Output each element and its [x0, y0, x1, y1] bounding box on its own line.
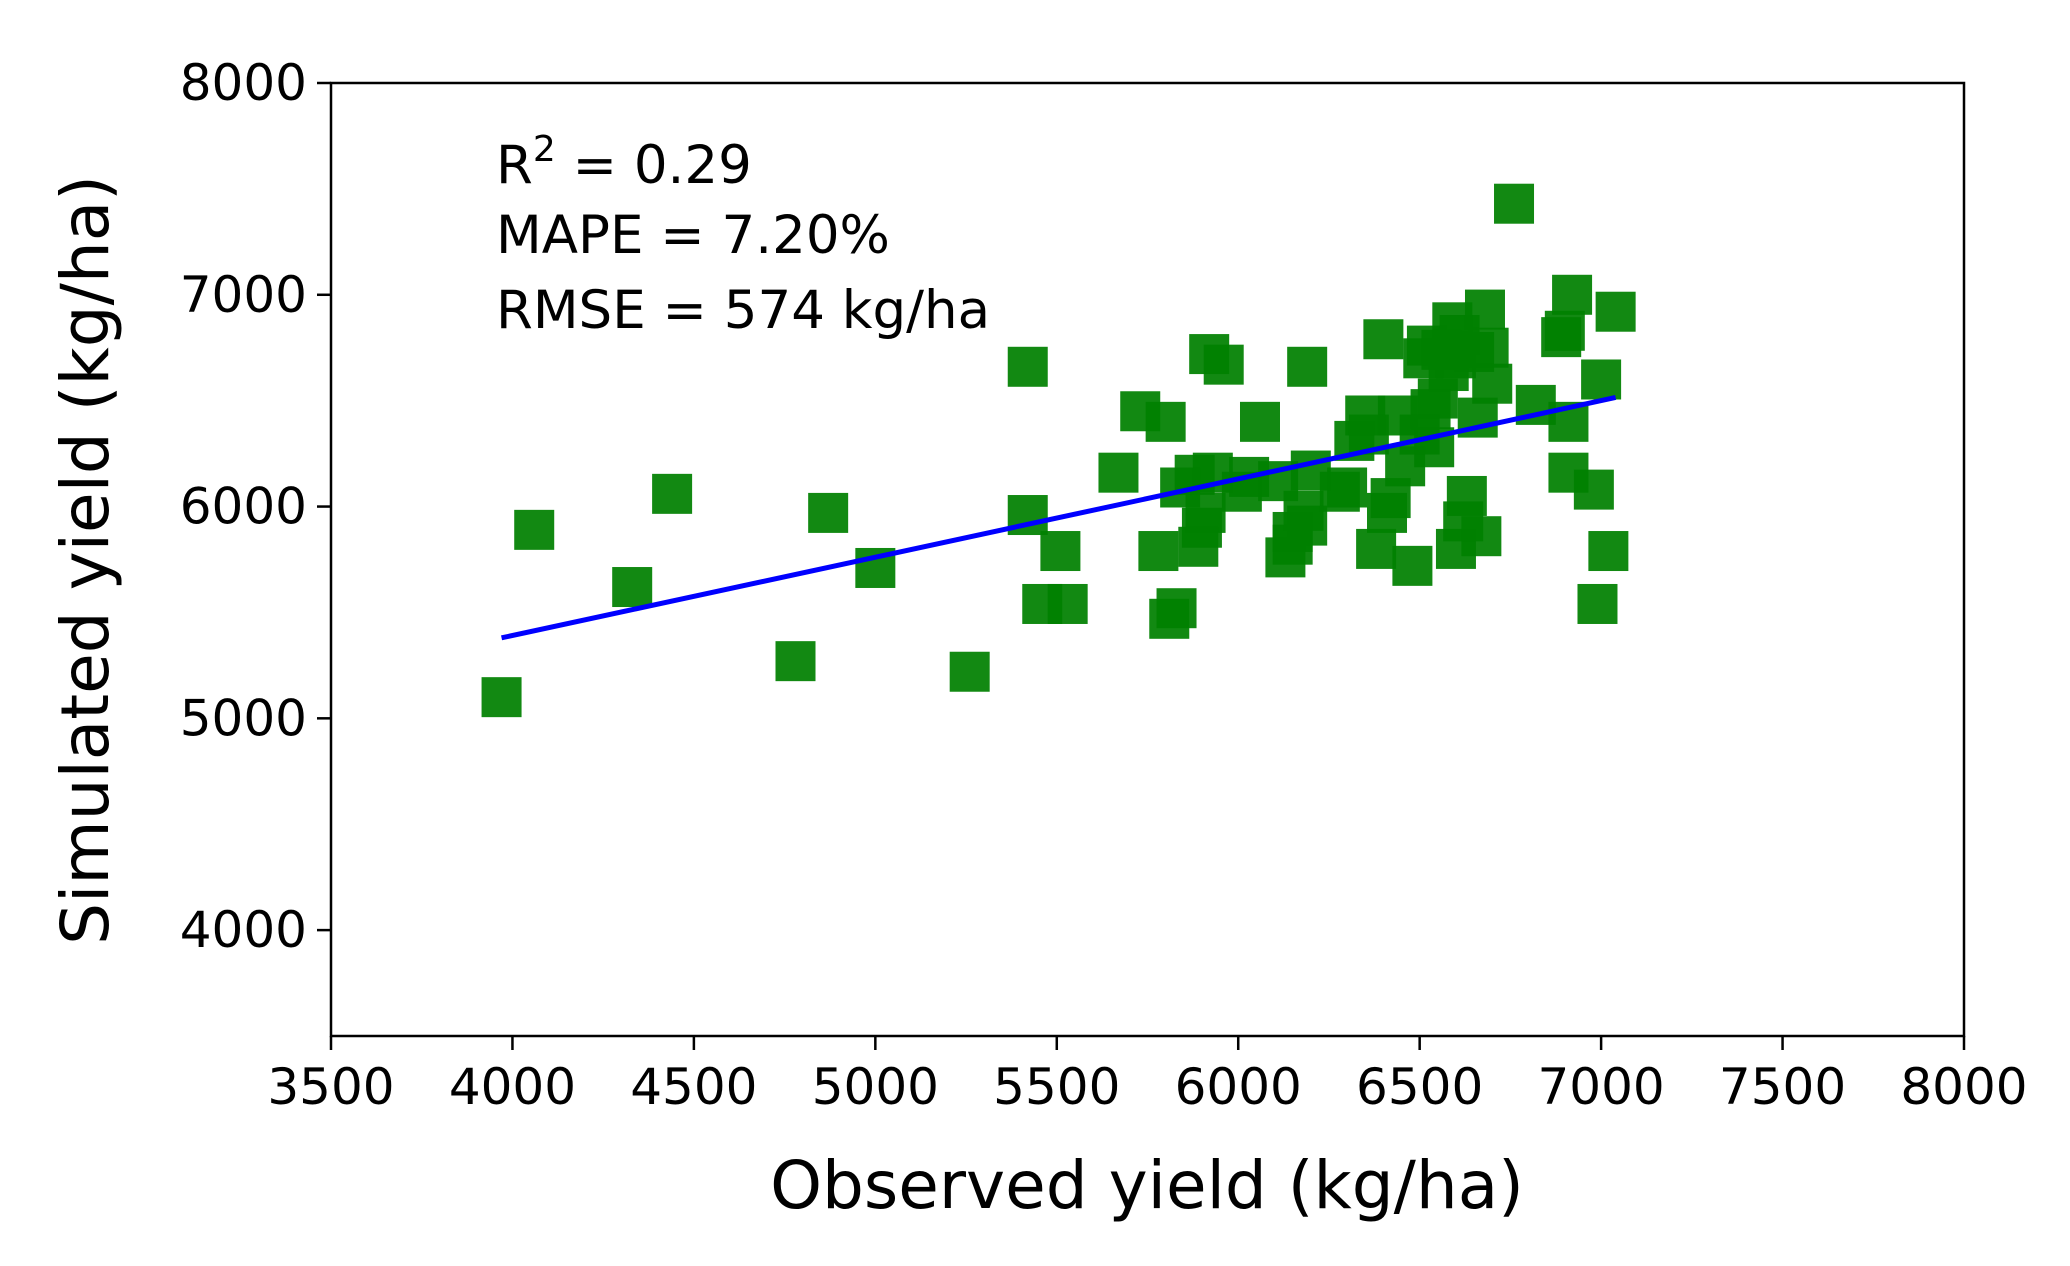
x-tick-label: 5000	[812, 1058, 939, 1116]
data-point	[1581, 359, 1622, 400]
x-tick-label: 4500	[630, 1058, 757, 1116]
data-point	[775, 641, 816, 682]
data-point	[1287, 346, 1328, 387]
data-point	[481, 677, 522, 718]
data-point	[1468, 327, 1509, 368]
y-axis-ticks: 4000 5000 6000 7000 8000	[180, 54, 331, 959]
data-point	[1392, 545, 1433, 586]
data-point	[1156, 588, 1197, 629]
y-tick-label: 8000	[180, 54, 307, 112]
x-tick-label: 4000	[449, 1058, 576, 1116]
data-point	[1595, 291, 1636, 332]
y-tick-label: 5000	[180, 689, 307, 747]
data-point	[1098, 452, 1139, 493]
data-point	[949, 651, 990, 692]
data-point	[1461, 516, 1502, 557]
y-tick-label: 6000	[180, 478, 307, 536]
data-point	[1494, 183, 1535, 224]
data-point	[1363, 319, 1404, 360]
x-axis-title: Observed yield (kg/ha)	[770, 1147, 1524, 1224]
data-point	[1007, 346, 1048, 387]
r2-value: = 0.29	[556, 135, 752, 196]
data-point	[1446, 475, 1487, 516]
rmse-annotation: RMSE = 574 kg/ha	[496, 280, 990, 341]
mape-annotation: MAPE = 7.20%	[496, 205, 890, 266]
y-tick-label: 7000	[180, 266, 307, 324]
points-layer	[481, 183, 1636, 718]
y-axis-title: Simulated yield (kg/ha)	[47, 175, 124, 945]
data-point	[1464, 289, 1505, 330]
data-point	[1327, 467, 1368, 508]
y-tick-label: 4000	[180, 901, 307, 959]
x-tick-label: 5500	[993, 1058, 1120, 1116]
data-point	[1356, 528, 1397, 569]
data-point	[1239, 401, 1280, 442]
data-point	[652, 473, 693, 514]
data-point	[612, 567, 653, 608]
plot-frame	[329, 81, 1966, 1038]
data-point	[1287, 505, 1328, 546]
data-point	[1203, 344, 1244, 385]
data-point	[1472, 363, 1513, 404]
x-tick-label: 8000	[1900, 1058, 2027, 1116]
x-tick-label: 6000	[1175, 1058, 1302, 1116]
data-point	[1185, 492, 1226, 533]
data-point	[1138, 531, 1179, 572]
data-point	[1588, 531, 1629, 572]
x-tick-label: 7000	[1537, 1058, 1664, 1116]
data-point	[1573, 469, 1614, 510]
r2-superscript: 2	[533, 129, 556, 170]
data-point	[1047, 583, 1088, 624]
data-point	[1577, 583, 1618, 624]
r2-label: R	[496, 135, 533, 196]
data-point	[1552, 274, 1593, 315]
data-point	[1544, 310, 1585, 351]
r-squared-annotation: R2 = 0.29	[496, 129, 752, 196]
regression-line	[501, 395, 1617, 641]
stats-annotation: R2 = 0.29 MAPE = 7.20% RMSE = 574 kg/ha	[496, 129, 990, 341]
data-point	[1040, 531, 1081, 572]
x-tick-label: 6500	[1356, 1058, 1483, 1116]
regression-layer	[501, 395, 1617, 641]
data-point	[514, 509, 555, 550]
x-tick-label: 3500	[267, 1058, 394, 1116]
x-axis-ticks: 3500 4000 4500 5000 5500 6000 6500 7000 7500 8000	[267, 1036, 2028, 1116]
data-point	[808, 492, 849, 533]
data-point	[1145, 401, 1186, 442]
x-tick-label: 7500	[1719, 1058, 1846, 1116]
